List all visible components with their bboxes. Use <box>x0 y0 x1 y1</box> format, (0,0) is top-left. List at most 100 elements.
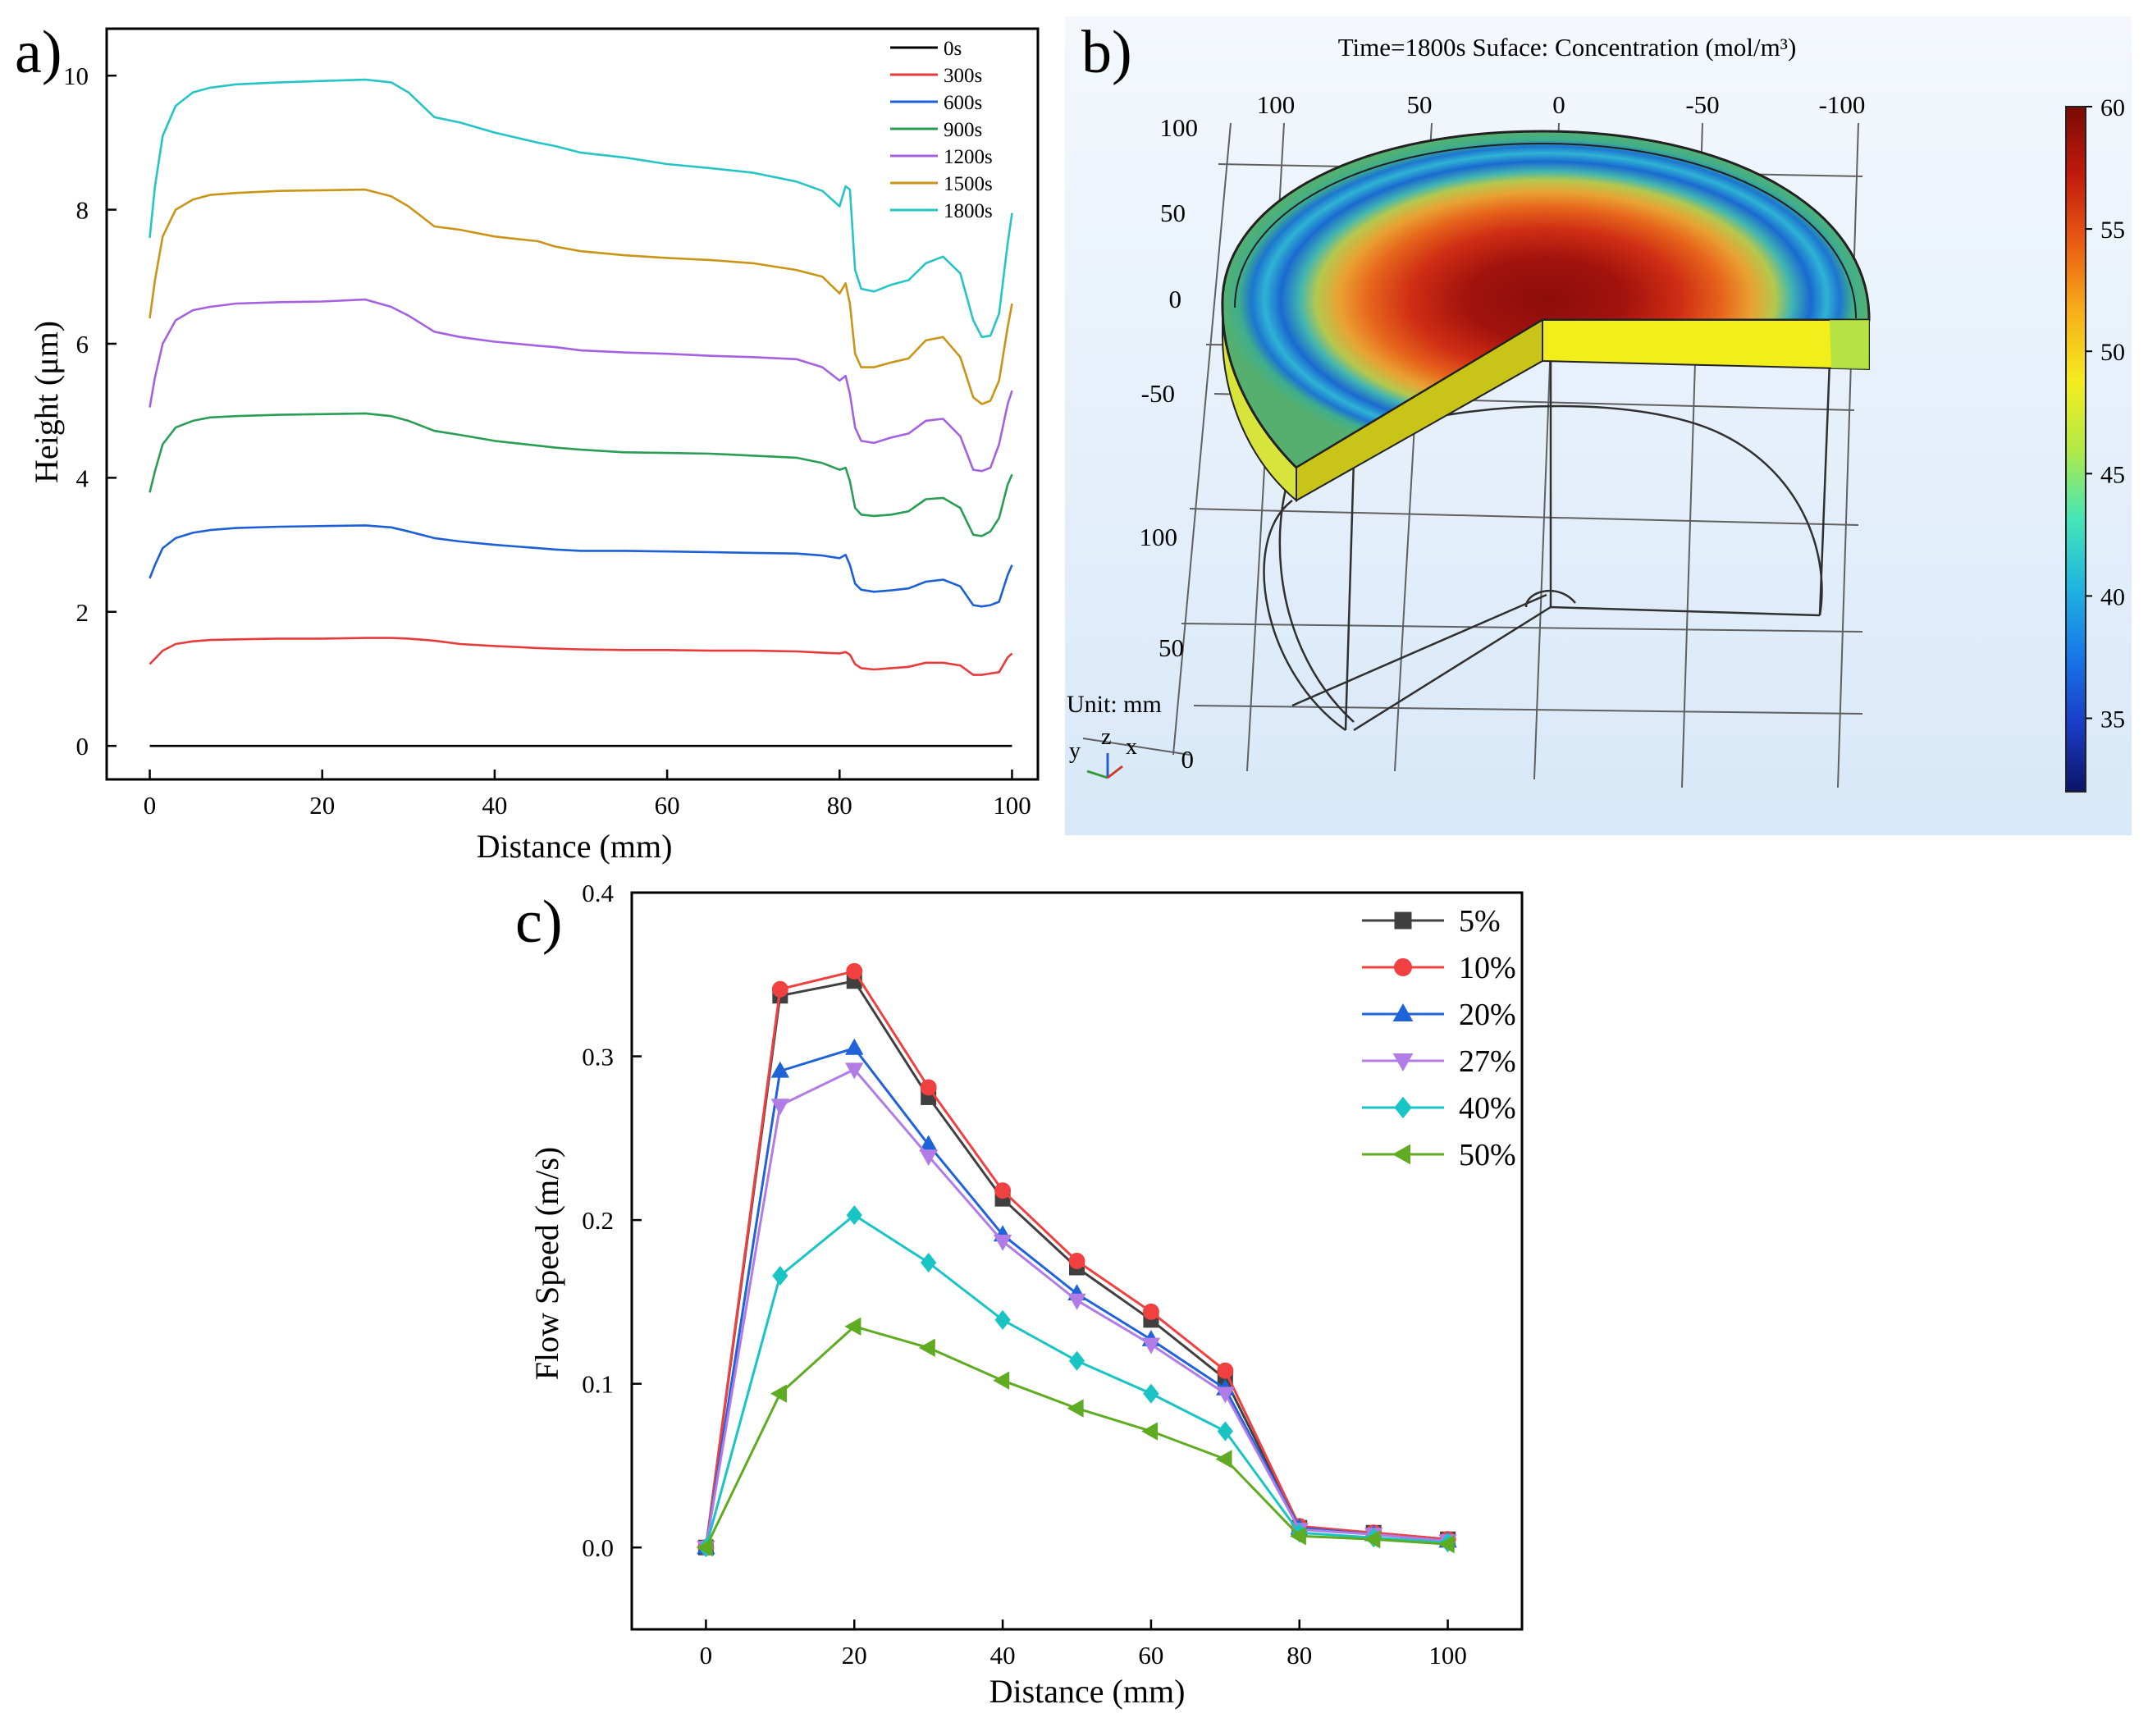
y-axis-label-a: Height (μm) <box>28 321 65 483</box>
legend-marker-40% <box>1394 1096 1412 1119</box>
legend-label: 600s <box>944 92 982 114</box>
series-line-1200s <box>149 298 1013 473</box>
data-point-27% <box>770 1099 790 1116</box>
data-point-10% <box>1217 1362 1234 1379</box>
legend-marker-50% <box>1392 1144 1410 1165</box>
y-tick-label: 0.3 <box>582 1043 614 1071</box>
x-tick-label: 60 <box>1138 1641 1163 1670</box>
axis-tick-label: 0 <box>1552 90 1565 119</box>
colorbar-tick-label: 35 <box>2100 706 2125 733</box>
legend-marker-5% <box>1394 911 1412 930</box>
x-tick-label: 80 <box>1287 1641 1312 1670</box>
axis-triad-icon: y z x <box>1069 724 1137 779</box>
disc-surface <box>1221 130 1871 503</box>
legend-label: 900s <box>944 119 982 141</box>
panel-a-chart: a) 0 20 40 60 80 100 0 2 4 6 8 10 Distance (mm) He… <box>15 19 1040 865</box>
y-tick-label: 4 <box>76 464 89 492</box>
legend-label: 10% <box>1459 951 1516 985</box>
y-tick-label: 6 <box>76 330 89 359</box>
data-point-27% <box>919 1149 938 1167</box>
axis-tick-label: 50 <box>1159 633 1184 662</box>
data-point-27% <box>845 1062 864 1080</box>
data-point-20% <box>770 1061 790 1078</box>
x-tick-label: 100 <box>993 791 1031 820</box>
x-axis-label-c: Distance (mm) <box>989 1673 1186 1710</box>
series-line-1500s <box>149 188 1013 405</box>
disc-wireframe <box>1263 360 1831 732</box>
legend-label: 27% <box>1459 1044 1516 1079</box>
y-tick-label: 0.0 <box>582 1533 614 1562</box>
series-line-1800s <box>149 78 1013 339</box>
data-point-40% <box>994 1309 1011 1330</box>
data-point-27% <box>1067 1293 1086 1310</box>
axis-tick-label: -100 <box>1819 90 1866 119</box>
data-point-40% <box>772 1265 788 1286</box>
data-point-20% <box>845 1038 864 1055</box>
legend-c: 5% 10% 20% 27% 40% 50% <box>1362 904 1516 1172</box>
colorbar-tick-label: 45 <box>2100 461 2125 488</box>
panel-c-label: c) <box>515 889 563 956</box>
y-tick-label: 0.1 <box>582 1370 614 1399</box>
x-tick-label: 20 <box>309 791 335 820</box>
axis-tick-label: -50 <box>1685 90 1719 119</box>
axis-tick-label: -50 <box>1141 379 1175 408</box>
data-point-10% <box>1142 1303 1159 1320</box>
triad-z-label: z <box>1101 724 1111 750</box>
legend-label: 50% <box>1459 1138 1516 1172</box>
triad-x-label: x <box>1126 734 1137 760</box>
plot-a-frame <box>105 27 1040 781</box>
data-point-40% <box>1143 1383 1159 1404</box>
data-point-10% <box>846 962 863 980</box>
axis-tick-label: 100 <box>1140 523 1178 551</box>
y-tick-label: 10 <box>63 62 89 90</box>
data-point-50% <box>696 1538 713 1557</box>
x-tick-label: 40 <box>990 1641 1016 1670</box>
y-tick-label: 8 <box>76 196 89 225</box>
y-tick-label: 2 <box>76 598 89 627</box>
data-point-50% <box>1437 1535 1455 1554</box>
data-point-50% <box>1289 1527 1306 1546</box>
series-line-600s <box>149 524 1013 608</box>
data-point-40% <box>921 1252 937 1273</box>
legend-marker-10% <box>1394 958 1412 976</box>
data-point-10% <box>771 980 788 998</box>
data-point-10% <box>920 1079 937 1096</box>
y-tick-label: 0.2 <box>582 1206 614 1235</box>
y-tick-label: 0 <box>76 732 89 761</box>
axis-tick-label: 100 <box>1160 113 1199 142</box>
data-point-50% <box>1364 1530 1381 1549</box>
colorbar-tick-label: 55 <box>2100 217 2125 244</box>
colorbar-tick-label: 40 <box>2100 583 2125 610</box>
x-tick-label: 0 <box>700 1641 713 1670</box>
plot-c-frame <box>630 891 1524 1631</box>
data-point-40% <box>1217 1421 1233 1441</box>
panel-a-label: a) <box>15 19 62 86</box>
series-line-300s <box>149 637 1013 676</box>
legend-label: 5% <box>1459 904 1501 939</box>
panel-b-label: b) <box>1081 19 1132 86</box>
data-point-27% <box>993 1234 1012 1251</box>
triad-y-label: y <box>1069 738 1081 764</box>
panel-c-chart: c) 0 20 40 60 80 100 0.0 0.1 0.2 0.3 0.4 Distance… <box>515 879 1524 1710</box>
disc-cut-face-right <box>1542 319 1870 371</box>
x-tick-label: 100 <box>1428 1641 1467 1670</box>
data-point-50% <box>770 1384 787 1403</box>
colorbar-tick-label: 50 <box>2100 339 2125 366</box>
disc-top <box>1221 130 1871 469</box>
axis-tick-label: 100 <box>1257 90 1296 119</box>
legend-label: 20% <box>1459 998 1516 1032</box>
colorbar-tick-label: 60 <box>2100 94 2125 121</box>
data-point-50% <box>993 1371 1010 1390</box>
legend-label: 40% <box>1459 1091 1516 1126</box>
data-point-50% <box>918 1338 935 1357</box>
data-point-50% <box>1141 1422 1159 1441</box>
data-point-40% <box>846 1205 862 1226</box>
x-axis-label-a: Distance (mm) <box>477 828 673 865</box>
series-line-900s <box>149 412 1013 537</box>
data-point-50% <box>1067 1399 1084 1418</box>
axis-tick-label: 0 <box>1169 285 1182 313</box>
data-point-40% <box>1068 1350 1085 1371</box>
legend-label: 0s <box>944 38 962 60</box>
data-point-27% <box>1141 1337 1161 1355</box>
